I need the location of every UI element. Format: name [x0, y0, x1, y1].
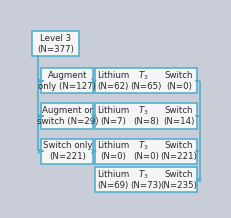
- Text: only (N=127): only (N=127): [38, 82, 96, 91]
- Text: Switch: Switch: [165, 141, 193, 150]
- Text: (N=235): (N=235): [161, 181, 198, 190]
- Text: (N=221): (N=221): [49, 152, 86, 161]
- Text: (N=73): (N=73): [131, 181, 162, 190]
- Text: (N=377): (N=377): [37, 45, 74, 54]
- Text: Lithium: Lithium: [97, 106, 129, 115]
- Text: (N=14): (N=14): [163, 117, 195, 126]
- Text: (N=69): (N=69): [98, 181, 129, 190]
- Text: $T_3$: $T_3$: [138, 140, 148, 152]
- Text: (N=8): (N=8): [133, 117, 159, 126]
- Text: (N=65): (N=65): [131, 82, 162, 91]
- FancyBboxPatch shape: [41, 139, 93, 164]
- Text: $T_3$: $T_3$: [138, 104, 148, 117]
- Text: Switch: Switch: [165, 170, 193, 179]
- FancyBboxPatch shape: [95, 139, 197, 164]
- FancyBboxPatch shape: [95, 167, 197, 192]
- Text: $T_3$: $T_3$: [138, 168, 148, 181]
- Text: (N=7): (N=7): [100, 117, 126, 126]
- Text: switch (N=29): switch (N=29): [37, 117, 98, 126]
- Text: Augment: Augment: [48, 71, 87, 80]
- Text: Lithium: Lithium: [97, 141, 129, 150]
- Text: (N=221): (N=221): [161, 152, 198, 161]
- Text: (N=0): (N=0): [133, 152, 159, 161]
- Text: (N=0): (N=0): [166, 82, 192, 91]
- Text: Switch only: Switch only: [43, 141, 92, 150]
- Text: (N=0): (N=0): [100, 152, 126, 161]
- FancyBboxPatch shape: [95, 103, 197, 129]
- Text: (N=62): (N=62): [98, 82, 129, 91]
- Text: Augment or: Augment or: [42, 106, 93, 115]
- Text: Switch: Switch: [165, 71, 193, 80]
- Text: Level 3: Level 3: [40, 34, 71, 43]
- Text: Lithium: Lithium: [97, 170, 129, 179]
- Text: Switch: Switch: [165, 106, 193, 115]
- FancyBboxPatch shape: [95, 68, 197, 93]
- Text: Lithium: Lithium: [97, 71, 129, 80]
- Text: $T_3$: $T_3$: [138, 69, 148, 82]
- FancyBboxPatch shape: [41, 68, 93, 93]
- FancyBboxPatch shape: [41, 103, 93, 129]
- FancyBboxPatch shape: [32, 31, 79, 56]
